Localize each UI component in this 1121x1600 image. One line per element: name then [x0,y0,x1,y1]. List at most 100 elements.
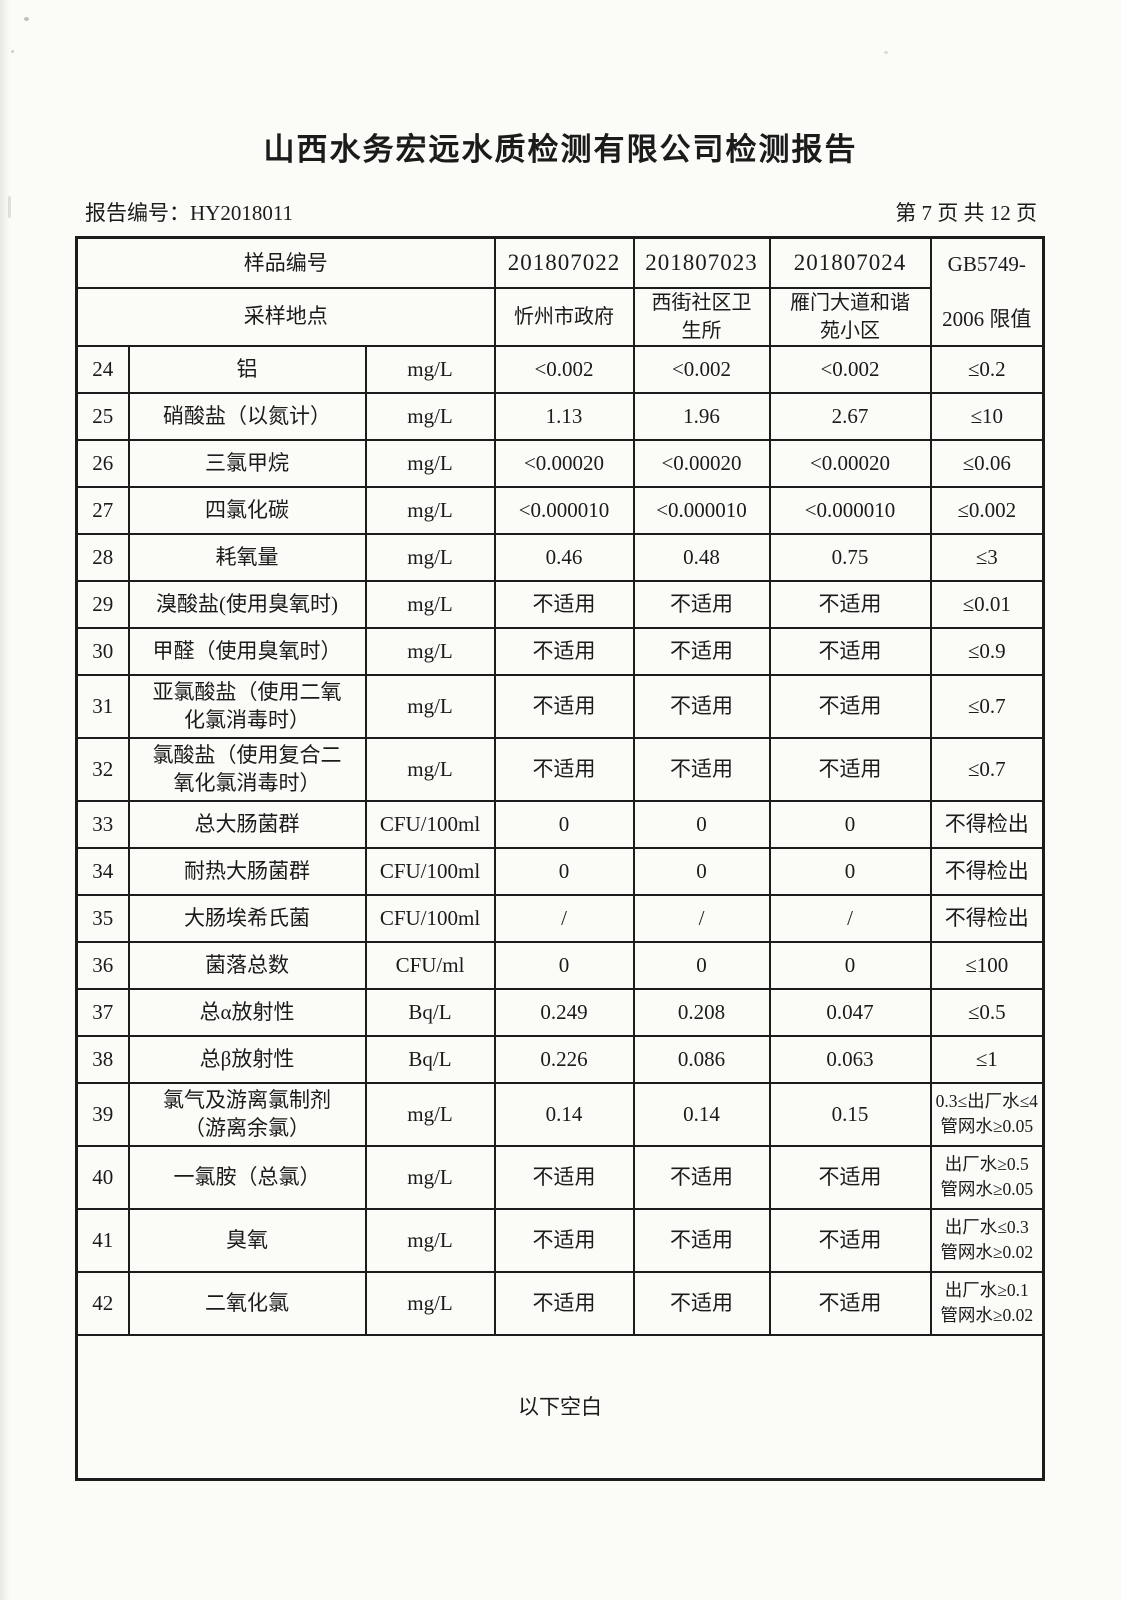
limit-standard-header-cell: GB5749- 2006 限值 [929,236,1045,347]
sample-3-value-cell: 不适用 [768,579,932,629]
report-number: 报告编号：HY2018011 [85,201,294,225]
parameter-name-cell: 耐热大肠菌群 [127,846,367,896]
row-number-cell: 27 [75,485,130,535]
row-number-cell: 24 [75,344,130,394]
sample-2-value-cell: 不适用 [632,1270,771,1336]
parameter-name-cell: 一氯胺（总氯） [127,1144,367,1210]
row-number-cell: 25 [75,391,130,441]
sample-1-value-cell: 1.13 [493,391,635,441]
limit-value-cell: 出厂水≥0.1 管网水≥0.02 [929,1270,1045,1336]
sample-1-value-cell: 0 [493,846,635,896]
location-label-cell: 采样地点 [75,286,496,347]
sample-3-value-cell: 0 [768,940,932,990]
row-number-cell: 33 [75,799,130,849]
sample-3-value-cell: 不适用 [768,736,932,802]
row-number-cell: 34 [75,846,130,896]
parameter-name-cell: 铝 [127,344,367,394]
limit-value-cell: ≤10 [929,391,1045,441]
sample-3-value-cell: 0.15 [768,1081,932,1147]
sample-2-location-cell: 西街社区卫生所 [632,286,771,347]
parameter-name-cell: 二氧化氯 [127,1270,367,1336]
sample-2-value-cell: 不适用 [632,673,771,739]
limit-value-cell: ≤0.9 [929,626,1045,676]
limit-value-cell: ≤0.2 [929,344,1045,394]
sample-2-value-cell: 0 [632,846,771,896]
sample-1-value-cell: <0.00020 [493,438,635,488]
parameter-name-cell: 大肠埃希氏菌 [127,893,367,943]
sample-1-value-cell: 不适用 [493,1270,635,1336]
unit-cell: mg/L [364,391,496,441]
sample-1-value-cell: 0.14 [493,1081,635,1147]
unit-cell: mg/L [364,1207,496,1273]
sample-2-value-cell: 0.14 [632,1081,771,1147]
limit-value-cell: 出厂水≥0.5 管网水≥0.05 [929,1144,1045,1210]
limit-value-cell: ≤0.01 [929,579,1045,629]
unit-cell: Bq/L [364,1034,496,1084]
sample-3-value-cell: <0.002 [768,344,932,394]
unit-cell: mg/L [364,673,496,739]
table-row: 26 三氯甲烷 mg/L <0.00020 <0.00020 <0.00020 … [75,438,1045,488]
row-number-cell: 31 [75,673,130,739]
sample-3-value-cell: 不适用 [768,626,932,676]
table-row: 42 二氧化氯 mg/L 不适用 不适用 不适用 出厂水≥0.1 管网水≥0.0… [75,1270,1045,1336]
limit-value-cell: ≤0.5 [929,987,1045,1037]
sample-1-location-cell: 忻州市政府 [493,286,635,347]
sample-1-value-cell: 不适用 [493,1207,635,1273]
sample-1-value-cell: 不适用 [493,626,635,676]
unit-cell: mg/L [364,1144,496,1210]
parameter-name-cell: 总β放射性 [127,1034,367,1084]
header-row-location: 采样地点 忻州市政府 西街社区卫生所 雁门大道和谐苑小区 [75,286,1044,347]
sample-3-id-cell: 201807024 [768,236,932,289]
sample-2-value-cell: 不适用 [632,579,771,629]
row-number-cell: 28 [75,532,130,582]
row-number-cell: 42 [75,1270,130,1336]
sample-1-value-cell: 不适用 [493,1144,635,1210]
sample-id-label-cell: 样品编号 [75,236,496,289]
unit-cell: mg/L [364,485,496,535]
sample-3-value-cell: 不适用 [768,1207,932,1273]
sample-2-value-cell: 不适用 [632,736,771,802]
parameter-name-cell: 菌落总数 [127,940,367,990]
unit-cell: mg/L [364,1270,496,1336]
sample-2-value-cell: 0.086 [632,1034,771,1084]
row-number-cell: 35 [75,893,130,943]
row-number-cell: 30 [75,626,130,676]
sample-2-value-cell: 0.48 [632,532,771,582]
limit-value-cell: ≤0.002 [929,485,1045,535]
row-number-cell: 39 [75,1081,130,1147]
sample-2-value-cell: 不适用 [632,1144,771,1210]
sample-2-value-cell: / [632,893,771,943]
table-row: 29 溴酸盐(使用臭氧时) mg/L 不适用 不适用 不适用 ≤0.01 [75,579,1045,629]
sample-2-id-cell: 201807023 [632,236,771,289]
report-meta-line: 报告编号：HY2018011 第 7 页 共 12 页 [85,197,1037,227]
parameter-name-cell: 总大肠菌群 [127,799,367,849]
row-number-cell: 32 [75,736,130,802]
sample-2-value-cell: 0 [632,940,771,990]
parameter-name-cell: 溴酸盐(使用臭氧时) [127,579,367,629]
unit-cell: CFU/100ml [364,799,496,849]
sample-3-value-cell: 0.047 [768,987,932,1037]
parameter-name-cell: 四氯化碳 [127,485,367,535]
unit-cell: mg/L [364,438,496,488]
row-number-cell: 29 [75,579,130,629]
limit-standard-line1: GB5749- [947,252,1026,277]
unit-cell: Bq/L [364,987,496,1037]
table-row: 41 臭氧 mg/L 不适用 不适用 不适用 出厂水≤0.3 管网水≥0.02 [75,1207,1045,1273]
table-row: 32 氯酸盐（使用复合二 氧化氯消毒时） mg/L 不适用 不适用 不适用 ≤0… [75,736,1045,802]
unit-cell: CFU/100ml [364,893,496,943]
page-title: 山西水务宏远水质检测有限公司检测报告 [263,132,858,167]
sample-1-value-cell: 0.226 [493,1034,635,1084]
sample-3-value-cell: <0.000010 [768,485,932,535]
table-row: 40 一氯胺（总氯） mg/L 不适用 不适用 不适用 出厂水≥0.5 管网水≥… [75,1144,1045,1210]
sample-3-value-cell: 不适用 [768,1270,932,1336]
sample-1-value-cell: 不适用 [493,736,635,802]
scan-artifact [11,50,14,53]
unit-cell: mg/L [364,579,496,629]
table-row: 33 总大肠菌群 CFU/100ml 0 0 0 不得检出 [75,799,1045,849]
limit-value-cell: ≤3 [929,532,1045,582]
table-row: 25 硝酸盐（以氮计） mg/L 1.13 1.96 2.67 ≤10 [75,391,1045,441]
limit-value-cell: ≤1 [929,1034,1045,1084]
unit-cell: CFU/ml [364,940,496,990]
parameter-name-cell: 总α放射性 [127,987,367,1037]
row-number-cell: 37 [75,987,130,1037]
